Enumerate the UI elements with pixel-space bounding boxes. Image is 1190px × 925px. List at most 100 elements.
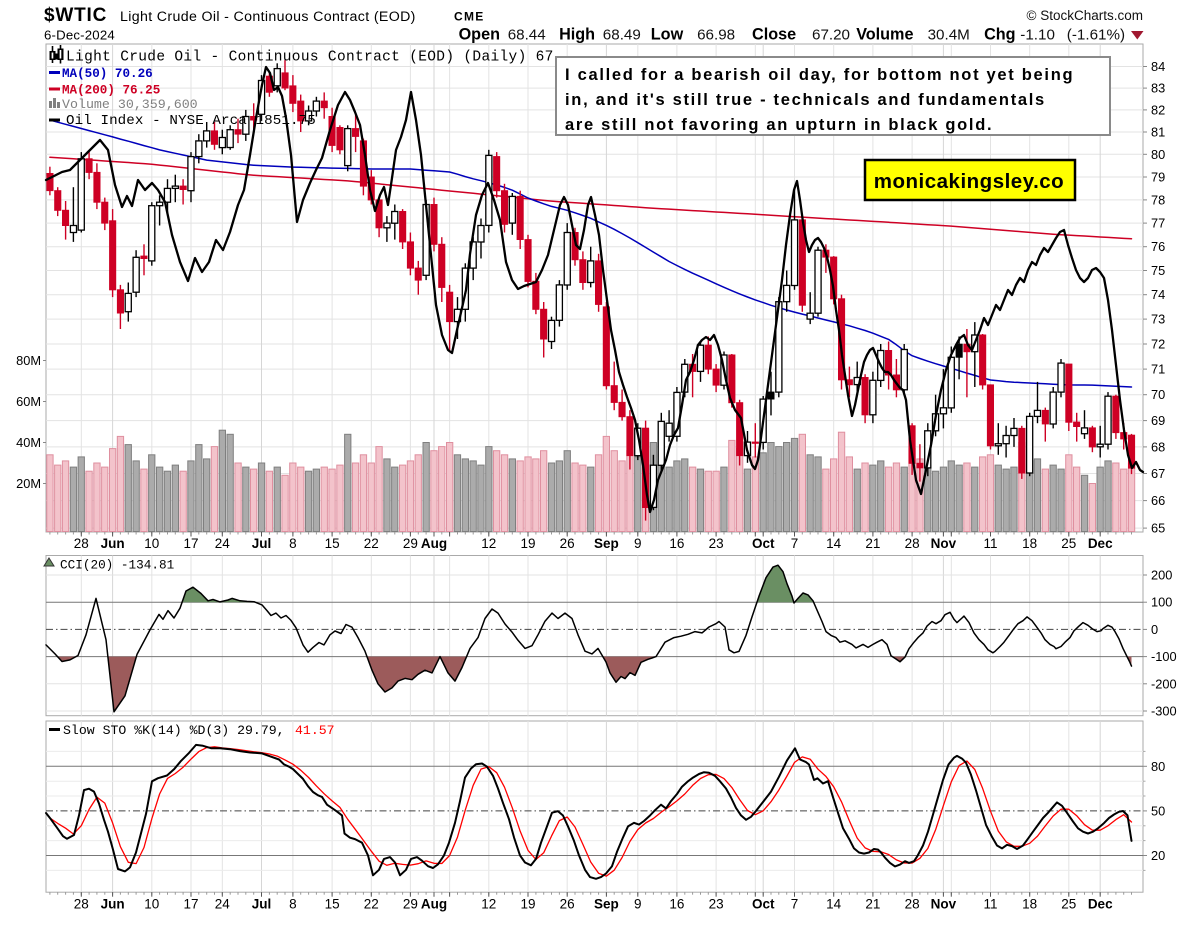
- svg-text:200: 200: [1151, 568, 1172, 583]
- svg-text:71: 71: [1151, 362, 1165, 377]
- svg-text:16: 16: [669, 897, 684, 912]
- svg-text:20M: 20M: [16, 476, 41, 491]
- svg-text:High: High: [559, 26, 595, 44]
- svg-text:-300: -300: [1151, 704, 1177, 719]
- svg-text:-1.10: -1.10: [1020, 27, 1055, 44]
- svg-text:16: 16: [669, 536, 684, 551]
- svg-text:8: 8: [289, 536, 297, 551]
- svg-text:21: 21: [865, 897, 880, 912]
- svg-text:68: 68: [1151, 439, 1165, 454]
- svg-text:20: 20: [1151, 848, 1165, 863]
- svg-text:77: 77: [1151, 216, 1165, 231]
- svg-text:Oil Index - NYSE Arca 1851.75: Oil Index - NYSE Arca 1851.75: [66, 113, 316, 129]
- svg-text:7: 7: [791, 536, 799, 551]
- svg-text:25: 25: [1061, 536, 1076, 551]
- svg-text:Nov: Nov: [931, 536, 957, 551]
- svg-text:67.20: 67.20: [812, 27, 850, 44]
- svg-text:69: 69: [1151, 413, 1165, 428]
- svg-text:Sep: Sep: [594, 897, 619, 912]
- svg-text:67: 67: [1151, 466, 1165, 481]
- svg-text:14: 14: [826, 536, 842, 551]
- svg-text:66.98: 66.98: [697, 27, 735, 44]
- svg-text:19: 19: [520, 897, 535, 912]
- svg-text:Volume 30,359,600: Volume 30,359,600: [62, 97, 198, 112]
- svg-text:10: 10: [144, 897, 159, 912]
- svg-text:68.44: 68.44: [508, 27, 546, 44]
- svg-text:41.57: 41.57: [295, 723, 335, 738]
- svg-text:monicakingsley.co: monicakingsley.co: [874, 170, 1064, 193]
- svg-text:28: 28: [74, 536, 89, 551]
- svg-text:15: 15: [325, 536, 340, 551]
- svg-text:Dec: Dec: [1088, 897, 1113, 912]
- svg-text:12: 12: [481, 897, 496, 912]
- svg-text:I called for a bearish oil day: I called for a bearish oil day, for bott…: [565, 66, 1074, 84]
- svg-text:8: 8: [289, 897, 297, 912]
- svg-text:70: 70: [1151, 387, 1165, 402]
- svg-text:18: 18: [1022, 536, 1037, 551]
- svg-text:29: 29: [403, 536, 418, 551]
- svg-text:17: 17: [183, 897, 198, 912]
- svg-text:Slow STO %K(14) %D(3) 29.79,: Slow STO %K(14) %D(3) 29.79,: [63, 723, 285, 738]
- svg-text:24: 24: [215, 897, 231, 912]
- svg-text:74: 74: [1151, 287, 1165, 302]
- svg-text:0: 0: [1151, 622, 1158, 637]
- svg-text:6-Dec-2024: 6-Dec-2024: [44, 28, 115, 43]
- svg-text:© StockCharts.com: © StockCharts.com: [1027, 8, 1143, 23]
- svg-text:26: 26: [560, 897, 575, 912]
- svg-text:80M: 80M: [16, 353, 41, 368]
- svg-text:76: 76: [1151, 239, 1165, 254]
- svg-text:22: 22: [364, 536, 379, 551]
- svg-text:26: 26: [560, 536, 575, 551]
- svg-text:Close: Close: [752, 26, 796, 44]
- svg-text:Low: Low: [651, 26, 684, 44]
- svg-text:Sep: Sep: [594, 536, 619, 551]
- svg-text:Dec: Dec: [1088, 536, 1113, 551]
- svg-text:29: 29: [403, 897, 418, 912]
- svg-text:12: 12: [481, 536, 496, 551]
- svg-text:79: 79: [1151, 170, 1165, 185]
- svg-text:Jul: Jul: [252, 536, 272, 551]
- svg-text:Volume: Volume: [856, 26, 913, 44]
- svg-text:are still not favoring an uptu: are still not favoring an upturn in blac…: [565, 116, 993, 134]
- svg-text:Nov: Nov: [931, 897, 957, 912]
- svg-text:$WTIC: $WTIC: [44, 5, 107, 26]
- svg-text:7: 7: [791, 897, 799, 912]
- svg-text:Light Crude Oil - Continuous C: Light Crude Oil - Continuous Contract (E…: [66, 50, 563, 66]
- svg-text:81: 81: [1151, 125, 1165, 140]
- svg-text:CME: CME: [454, 10, 485, 24]
- svg-text:73: 73: [1151, 312, 1165, 327]
- svg-text:23: 23: [709, 897, 724, 912]
- svg-text:MA(50) 70.26: MA(50) 70.26: [62, 67, 153, 81]
- svg-text:25: 25: [1061, 897, 1076, 912]
- svg-text:9: 9: [634, 897, 642, 912]
- svg-text:75: 75: [1151, 263, 1165, 278]
- svg-text:Chg: Chg: [984, 26, 1015, 44]
- svg-text:28: 28: [74, 897, 89, 912]
- svg-text:9: 9: [634, 536, 642, 551]
- svg-text:11: 11: [983, 536, 997, 551]
- svg-text:80: 80: [1151, 147, 1165, 162]
- svg-text:Open: Open: [459, 26, 500, 44]
- svg-text:Aug: Aug: [421, 536, 447, 551]
- svg-text:100: 100: [1151, 595, 1172, 610]
- svg-text:14: 14: [826, 897, 842, 912]
- svg-text:CCI(20) -134.81: CCI(20) -134.81: [60, 558, 174, 573]
- svg-text:28: 28: [905, 536, 920, 551]
- svg-text:50: 50: [1151, 803, 1165, 818]
- svg-text:30.4M: 30.4M: [928, 27, 970, 44]
- svg-text:Aug: Aug: [421, 897, 447, 912]
- svg-text:82: 82: [1151, 102, 1165, 117]
- svg-text:84: 84: [1151, 59, 1165, 74]
- svg-text:MA(200) 76.25: MA(200) 76.25: [62, 84, 160, 98]
- svg-text:78: 78: [1151, 192, 1165, 207]
- svg-text:66: 66: [1151, 493, 1165, 508]
- svg-text:72: 72: [1151, 337, 1165, 352]
- svg-text:28: 28: [905, 897, 920, 912]
- svg-text:18: 18: [1022, 897, 1037, 912]
- svg-text:-200: -200: [1151, 676, 1177, 691]
- svg-text:21: 21: [865, 536, 880, 551]
- svg-text:Oct: Oct: [752, 897, 775, 912]
- svg-text:68.49: 68.49: [603, 27, 641, 44]
- svg-text:83: 83: [1151, 81, 1165, 96]
- svg-text:Light Crude Oil - Continuous C: Light Crude Oil - Continuous Contract (E…: [120, 9, 416, 25]
